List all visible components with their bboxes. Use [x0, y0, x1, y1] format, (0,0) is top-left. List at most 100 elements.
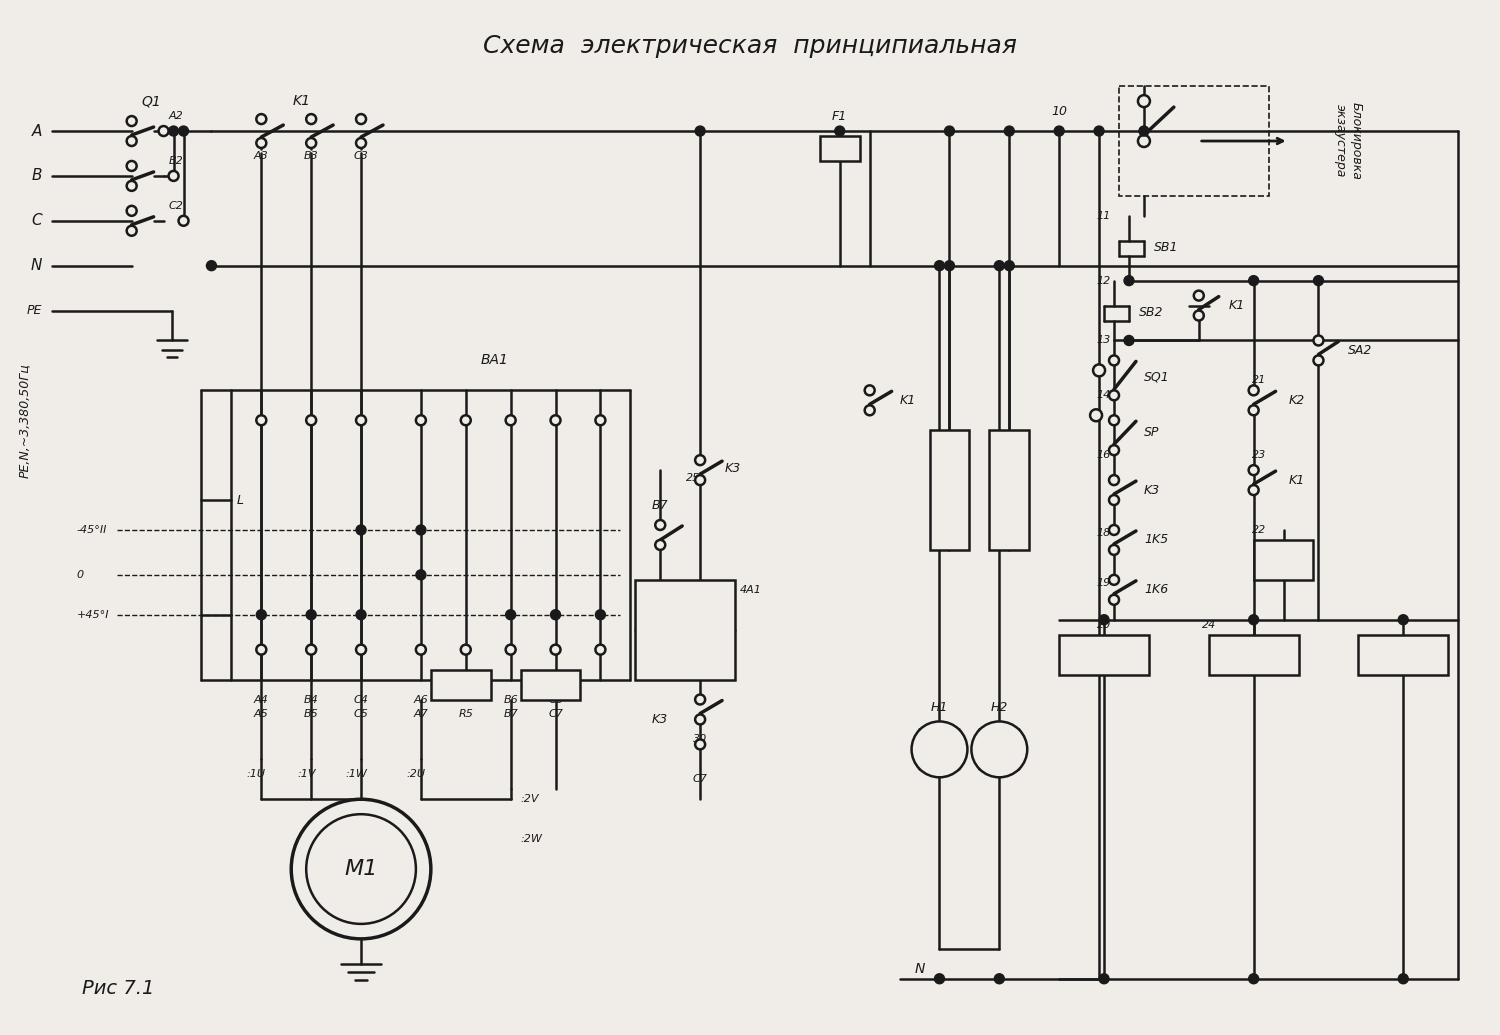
Circle shape	[1124, 275, 1134, 286]
Circle shape	[416, 645, 426, 654]
Text: 1K6: 1K6	[1144, 584, 1168, 596]
Circle shape	[694, 694, 705, 705]
Circle shape	[694, 475, 705, 485]
Text: :2W: :2W	[520, 834, 543, 845]
Bar	[1254, 540, 1314, 580]
Text: K2: K2	[1245, 648, 1263, 661]
Circle shape	[994, 974, 1005, 983]
Text: SB1: SB1	[1154, 241, 1179, 255]
Circle shape	[1005, 261, 1014, 271]
Text: C6: C6	[548, 694, 562, 705]
Text: Рис 7.1: Рис 7.1	[82, 979, 154, 998]
Circle shape	[1108, 445, 1119, 455]
Text: Схема  электрическая  принципиальная: Схема электрическая принципиальная	[483, 34, 1017, 58]
Text: 13: 13	[1096, 335, 1112, 346]
Text: C4: C4	[354, 694, 369, 705]
Circle shape	[596, 645, 606, 654]
Text: Y: Y	[1264, 553, 1274, 567]
Circle shape	[1248, 485, 1258, 495]
Circle shape	[972, 721, 1028, 777]
Text: B2: B2	[168, 156, 183, 166]
Text: K3: K3	[1144, 483, 1160, 497]
Text: K2: K2	[1288, 393, 1305, 407]
Circle shape	[934, 974, 945, 983]
Circle shape	[1094, 126, 1104, 136]
Text: 21: 21	[1251, 376, 1266, 385]
Text: C: C	[32, 213, 42, 229]
Text: R5: R5	[453, 678, 470, 691]
Circle shape	[656, 540, 664, 550]
Text: 4A1: 4A1	[740, 585, 762, 595]
Circle shape	[1314, 275, 1323, 286]
Text: B3: B3	[304, 151, 318, 161]
Text: K6: K6	[543, 678, 558, 691]
Text: A4: A4	[254, 694, 268, 705]
Circle shape	[1108, 595, 1119, 604]
Text: K1: K1	[292, 94, 310, 108]
Circle shape	[1398, 974, 1408, 983]
Circle shape	[1090, 409, 1102, 421]
Circle shape	[1248, 465, 1258, 475]
Text: V1: V1	[712, 620, 728, 629]
Circle shape	[1100, 974, 1108, 983]
Circle shape	[836, 126, 844, 136]
Circle shape	[1248, 275, 1258, 286]
Circle shape	[126, 206, 136, 216]
Circle shape	[694, 126, 705, 136]
Bar	[1359, 634, 1448, 675]
Text: A2: A2	[168, 111, 183, 121]
Text: B4: B4	[304, 694, 318, 705]
Text: :2V: :2V	[520, 794, 538, 804]
Text: C7: C7	[548, 709, 562, 719]
Text: 23: 23	[1251, 450, 1266, 461]
Circle shape	[291, 799, 430, 939]
Circle shape	[178, 216, 189, 226]
Circle shape	[694, 714, 705, 724]
Text: C7: C7	[693, 774, 708, 785]
Text: N: N	[915, 962, 924, 976]
Text: R2: R2	[1000, 483, 1017, 497]
Circle shape	[207, 261, 216, 271]
Circle shape	[1138, 95, 1150, 107]
Circle shape	[864, 406, 874, 415]
Text: 11: 11	[1096, 211, 1112, 220]
Text: K1: K1	[1095, 648, 1113, 661]
Circle shape	[256, 610, 267, 620]
Text: B6: B6	[504, 694, 518, 705]
Circle shape	[356, 610, 366, 620]
Text: 12: 12	[1096, 275, 1112, 286]
Circle shape	[550, 645, 561, 654]
Circle shape	[306, 815, 416, 924]
Circle shape	[596, 415, 606, 425]
Circle shape	[934, 261, 945, 271]
Text: H1: H1	[932, 701, 948, 714]
Circle shape	[168, 126, 178, 136]
Circle shape	[256, 138, 267, 148]
Circle shape	[1138, 135, 1150, 147]
Circle shape	[1108, 544, 1119, 555]
Circle shape	[1108, 574, 1119, 585]
Circle shape	[1194, 310, 1204, 321]
Circle shape	[126, 181, 136, 190]
Bar	[990, 431, 1029, 550]
Circle shape	[506, 415, 516, 425]
Circle shape	[694, 739, 705, 749]
Text: B7: B7	[504, 709, 518, 719]
Circle shape	[256, 415, 267, 425]
Circle shape	[126, 116, 136, 126]
Circle shape	[1108, 495, 1119, 505]
Text: 25: 25	[686, 473, 700, 483]
Text: K1: K1	[1228, 299, 1245, 313]
Text: BA1: BA1	[480, 353, 508, 367]
Text: 18: 18	[1096, 528, 1112, 538]
Circle shape	[694, 455, 705, 465]
Circle shape	[256, 645, 267, 654]
Circle shape	[1248, 385, 1258, 395]
Circle shape	[1248, 974, 1258, 983]
Circle shape	[1124, 335, 1134, 346]
Bar	[930, 431, 969, 550]
Text: 30: 30	[693, 735, 708, 744]
Bar	[1209, 634, 1299, 675]
Circle shape	[416, 415, 426, 425]
Text: B: B	[32, 169, 42, 183]
